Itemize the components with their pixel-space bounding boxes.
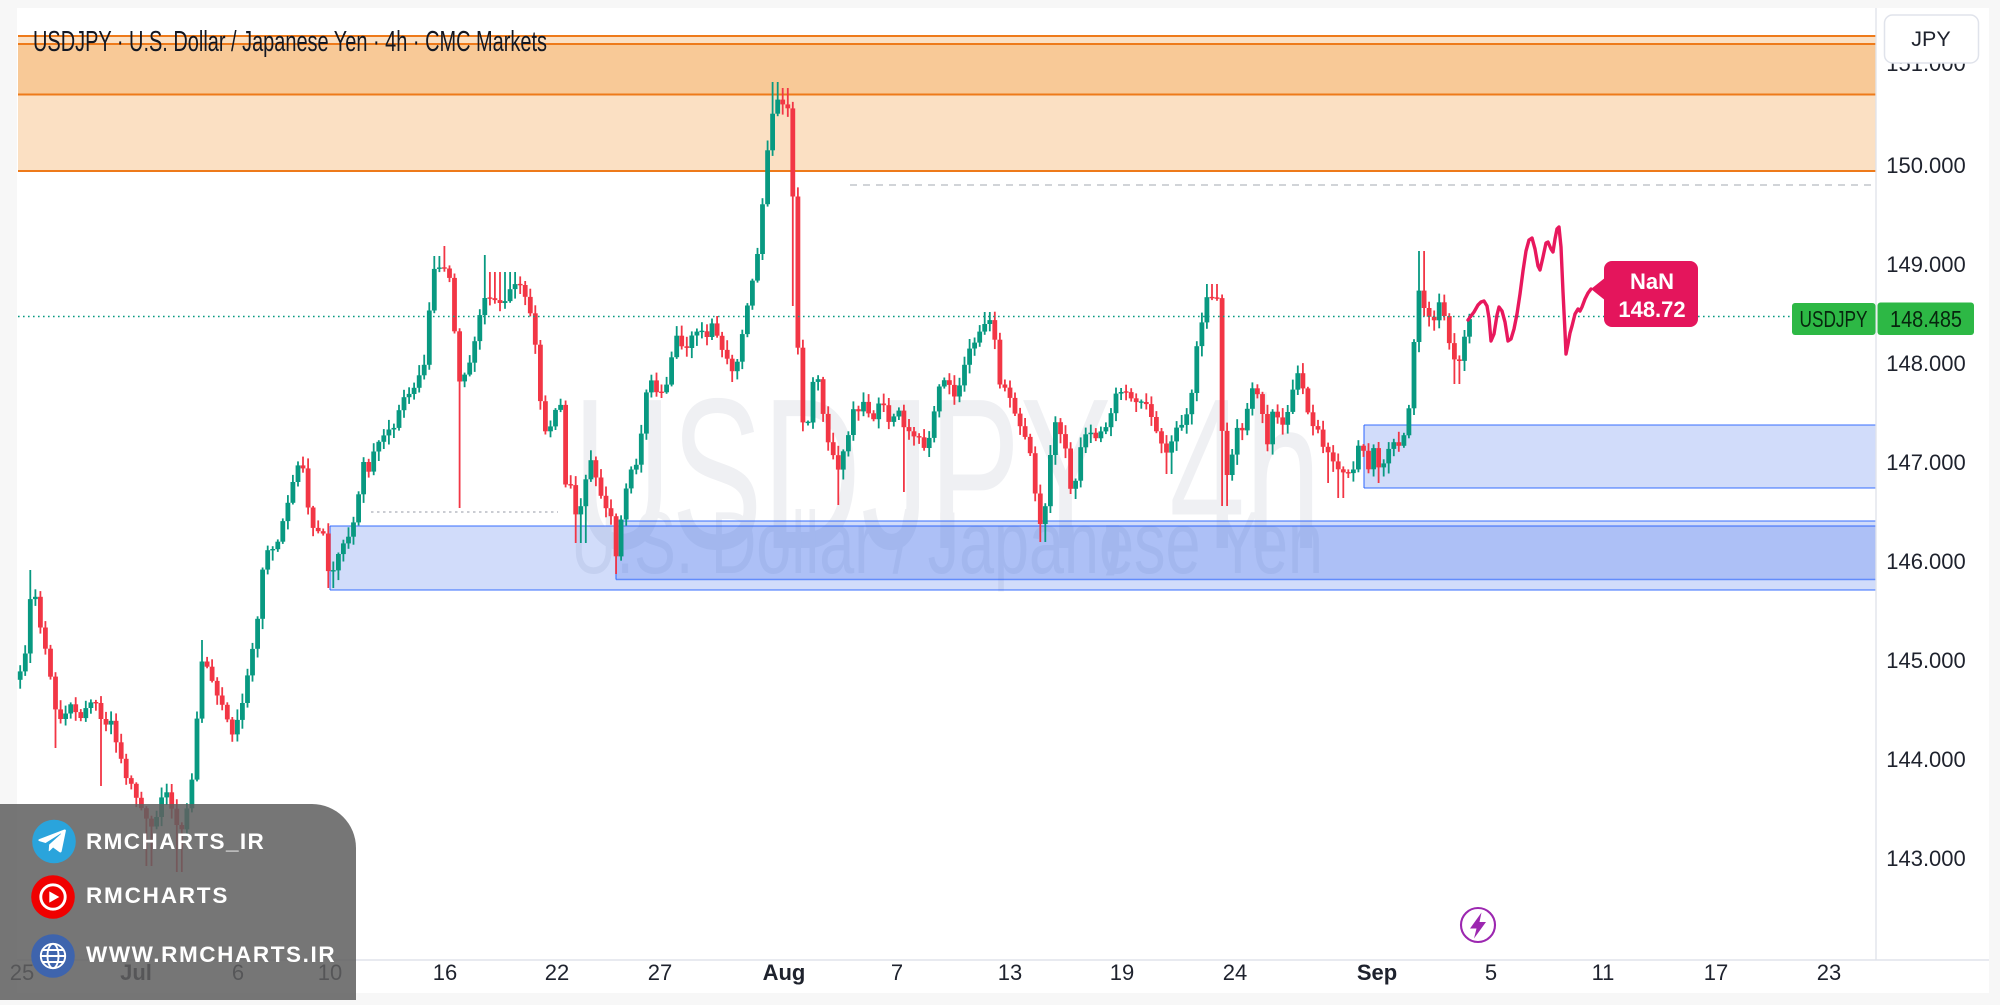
svg-text:RMCHARTS: RMCHARTS [86,883,229,908]
svg-text:USDJPY: USDJPY [1800,306,1868,332]
svg-text:148.000: 148.000 [1886,351,1966,376]
svg-text:Sep: Sep [1357,960,1397,985]
svg-text:19: 19 [1110,960,1134,985]
svg-text:16: 16 [433,960,457,985]
svg-text:JPY: JPY [1911,27,1950,51]
svg-text:NaN: NaN [1630,269,1674,294]
svg-text:27: 27 [648,960,672,985]
svg-text:13: 13 [998,960,1022,985]
svg-text:5: 5 [1485,960,1497,985]
svg-text:148.72: 148.72 [1618,297,1685,322]
svg-text:U.S. Dollar / Japanese Yen: U.S. Dollar / Japanese Yen [571,493,1323,592]
svg-text:7: 7 [891,960,903,985]
svg-text:145.000: 145.000 [1886,648,1966,673]
svg-text:147.000: 147.000 [1886,450,1966,475]
svg-text:24: 24 [1223,960,1247,985]
svg-text:Aug: Aug [763,960,806,985]
svg-text:23: 23 [1817,960,1841,985]
svg-text:22: 22 [545,960,569,985]
svg-text:143.000: 143.000 [1886,846,1966,871]
svg-text:146.000: 146.000 [1886,549,1966,574]
svg-text:USDJPY · U.S. Dollar / Japanes: USDJPY · U.S. Dollar / Japanese Yen · 4h… [33,26,547,58]
svg-text:149.000: 149.000 [1886,252,1966,277]
svg-text:11: 11 [1592,960,1615,985]
svg-text:RMCHARTS_IR: RMCHARTS_IR [86,829,265,854]
svg-text:17: 17 [1704,960,1728,985]
svg-text:148.485: 148.485 [1890,306,1962,332]
svg-text:WWW.RMCHARTS.IR: WWW.RMCHARTS.IR [86,942,336,967]
svg-text:144.000: 144.000 [1886,747,1966,772]
svg-text:150.000: 150.000 [1886,153,1966,178]
